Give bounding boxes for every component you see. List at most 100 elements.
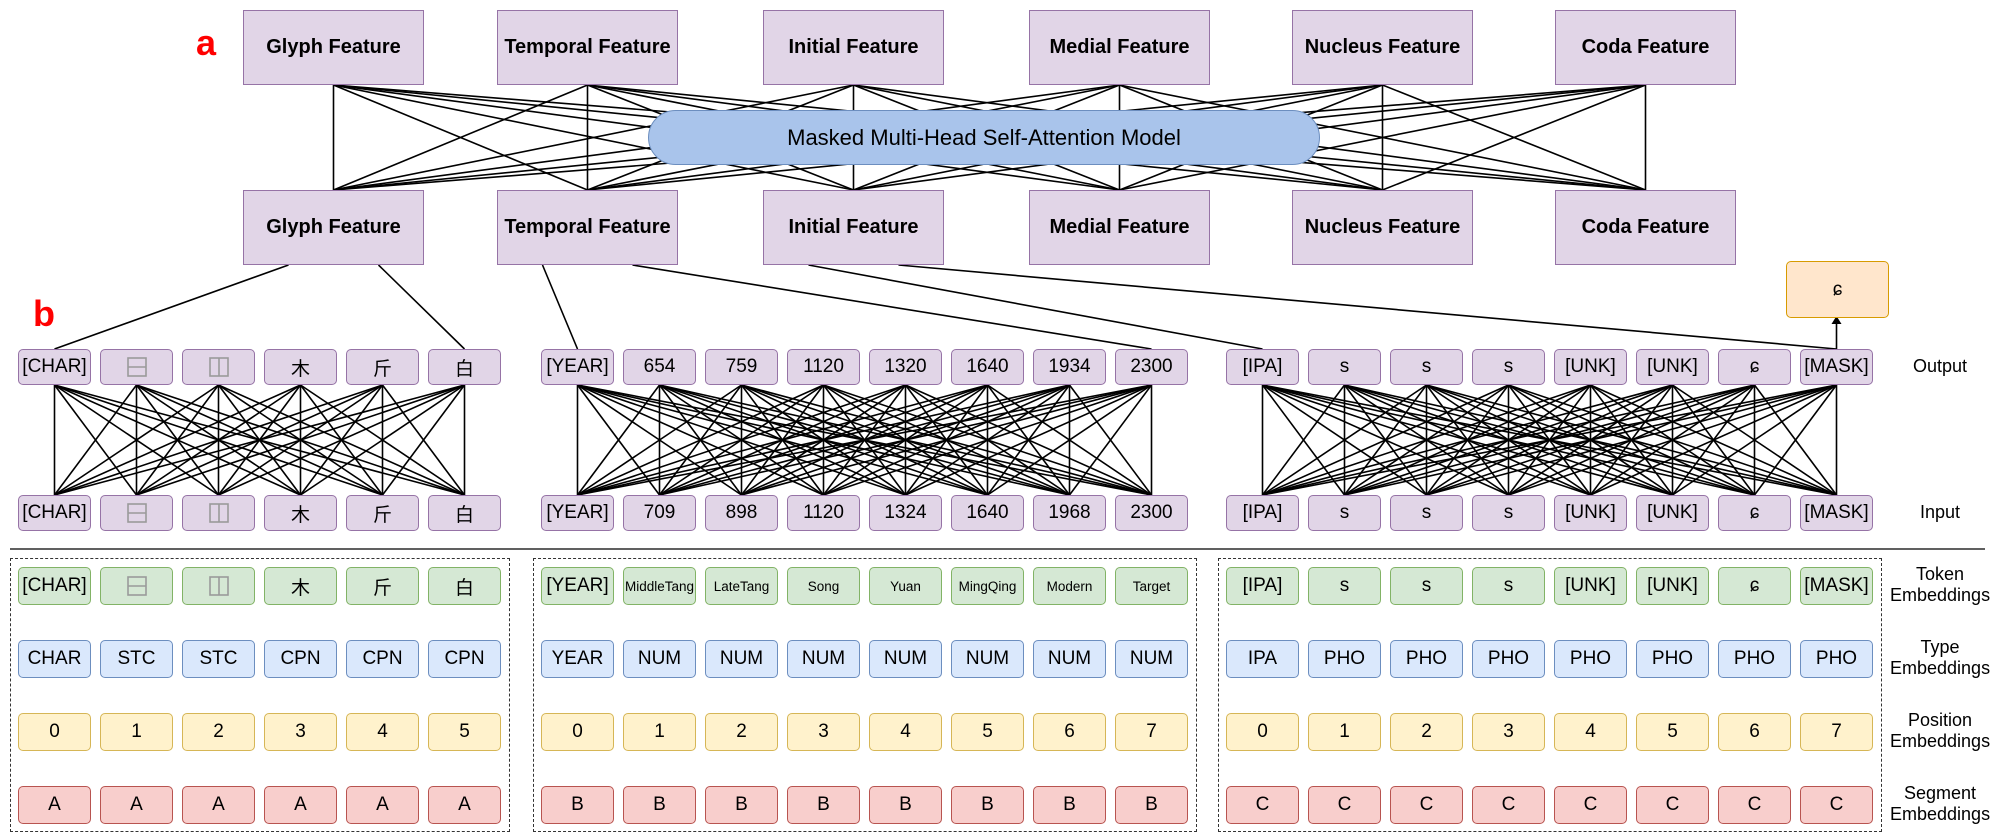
token-connection <box>1508 384 1837 496</box>
type-token-box: NUM <box>1033 640 1106 678</box>
position-token-box: 7 <box>1115 713 1188 751</box>
top-feature-box: Coda Feature <box>1555 10 1736 85</box>
predicted-output-box: ɕ <box>1786 261 1889 318</box>
input-token-box: s <box>1390 495 1463 531</box>
input-token-box: [UNK] <box>1636 495 1709 531</box>
token-token-box: MiddleTang <box>623 567 696 605</box>
row-label-position-line-2: Embeddings <box>1890 731 1991 751</box>
position-token-box: 6 <box>1718 713 1791 751</box>
token-connection <box>659 384 1152 496</box>
token-connection <box>1262 384 1591 496</box>
row-label-position: Position Embeddings <box>1890 710 1990 752</box>
type-token-box: NUM <box>951 640 1024 678</box>
input-token-box: 2300 <box>1115 495 1188 531</box>
position-token-box: 3 <box>264 713 337 751</box>
structure-left-right-icon <box>208 356 230 378</box>
token-token-box: 白 <box>428 567 501 605</box>
position-token-box: 4 <box>346 713 419 751</box>
position-token-box: 0 <box>541 713 614 751</box>
structure-left-right-icon <box>208 502 230 524</box>
input-structure-left-right-box <box>182 495 255 531</box>
bottom-feature-box: Coda Feature <box>1555 190 1736 265</box>
panel-label-b: b <box>33 293 55 334</box>
output-token-box: [UNK] <box>1554 349 1627 385</box>
row-label-segment-line-2: Embeddings <box>1890 804 1991 824</box>
segment-token-box: B <box>951 786 1024 824</box>
input-token-box: s <box>1472 495 1545 531</box>
type-token-box: NUM <box>869 640 942 678</box>
row-label-token-line-2: Embeddings <box>1890 585 1991 605</box>
type-token-box: NUM <box>787 640 860 678</box>
token-token-box: s <box>1390 567 1463 605</box>
token-connection <box>1344 384 1837 496</box>
type-token-box: PHO <box>1636 640 1709 678</box>
attention-connection <box>333 84 588 191</box>
output-token-box: [MASK] <box>1800 349 1873 385</box>
output-token-box: 白 <box>428 349 501 385</box>
row-label-type-line-2: Embeddings <box>1890 658 1991 678</box>
output-token-box: 斤 <box>346 349 419 385</box>
position-token-box: 4 <box>869 713 942 751</box>
type-token-box: PHO <box>1472 640 1545 678</box>
input-token-box: 1968 <box>1033 495 1106 531</box>
token-connection <box>53 384 138 496</box>
output-token-box: 654 <box>623 349 696 385</box>
type-token-box: STC <box>100 640 173 678</box>
token-connection <box>1753 384 1838 496</box>
bottom-feature-box: Medial Feature <box>1029 190 1210 265</box>
segment-token-box: C <box>1800 786 1873 824</box>
position-token-box: 2 <box>1390 713 1463 751</box>
position-token-box: 1 <box>623 713 696 751</box>
token-structure-left-right-box <box>182 567 255 605</box>
token-token-box: 木 <box>264 567 337 605</box>
segment-token-box: A <box>100 786 173 824</box>
token-connection <box>54 384 465 496</box>
input-token-box: [MASK] <box>1800 495 1873 531</box>
token-connection <box>1590 384 1837 496</box>
row-label-position-line-1: Position <box>1907 710 1973 730</box>
token-connection <box>987 384 1152 496</box>
segment-token-box: C <box>1718 786 1791 824</box>
segment-token-box: A <box>346 786 419 824</box>
position-token-box: 5 <box>951 713 1024 751</box>
output-token-box: 759 <box>705 349 778 385</box>
position-token-box: 0 <box>1226 713 1299 751</box>
token-token-box: MingQing <box>951 567 1024 605</box>
bottom-feature-box: Nucleus Feature <box>1292 190 1473 265</box>
token-token-box: 斤 <box>346 567 419 605</box>
input-token-box: [IPA] <box>1226 495 1299 531</box>
token-connection <box>1426 384 1837 496</box>
token-token-box: [UNK] <box>1636 567 1709 605</box>
structure-top-bottom-icon <box>126 502 148 524</box>
token-token-box: Modern <box>1033 567 1106 605</box>
input-token-box: [YEAR] <box>541 495 614 531</box>
glyph-to-char-link <box>54 264 289 350</box>
token-connection <box>54 384 219 496</box>
output-token-box: 木 <box>264 349 337 385</box>
token-connection <box>300 384 465 496</box>
output-token-box: s <box>1308 349 1381 385</box>
segment-token-box: B <box>1115 786 1188 824</box>
segment-token-box: B <box>1033 786 1106 824</box>
token-token-box: s <box>1308 567 1381 605</box>
row-label-output: Output <box>1912 356 1968 376</box>
bottom-feature-box: Initial Feature <box>763 190 944 265</box>
token-token-box: [YEAR] <box>541 567 614 605</box>
type-token-box: NUM <box>623 640 696 678</box>
token-token-box: ɕ <box>1718 567 1791 605</box>
top-feature-box: Nucleus Feature <box>1292 10 1473 85</box>
position-token-box: 1 <box>1308 713 1381 751</box>
temporal-to-target-link <box>632 264 1152 350</box>
output-token-box: 1320 <box>869 349 942 385</box>
token-connection <box>54 384 383 496</box>
segment-token-box: A <box>428 786 501 824</box>
input-token-box: 1640 <box>951 495 1024 531</box>
output-token-box: 1934 <box>1033 349 1106 385</box>
segment-token-box: A <box>264 786 337 824</box>
token-connection <box>577 384 988 496</box>
bottom-feature-box: Glyph Feature <box>243 190 424 265</box>
segment-token-box: B <box>869 786 942 824</box>
token-connection <box>577 384 1152 496</box>
segment-token-box: B <box>705 786 778 824</box>
